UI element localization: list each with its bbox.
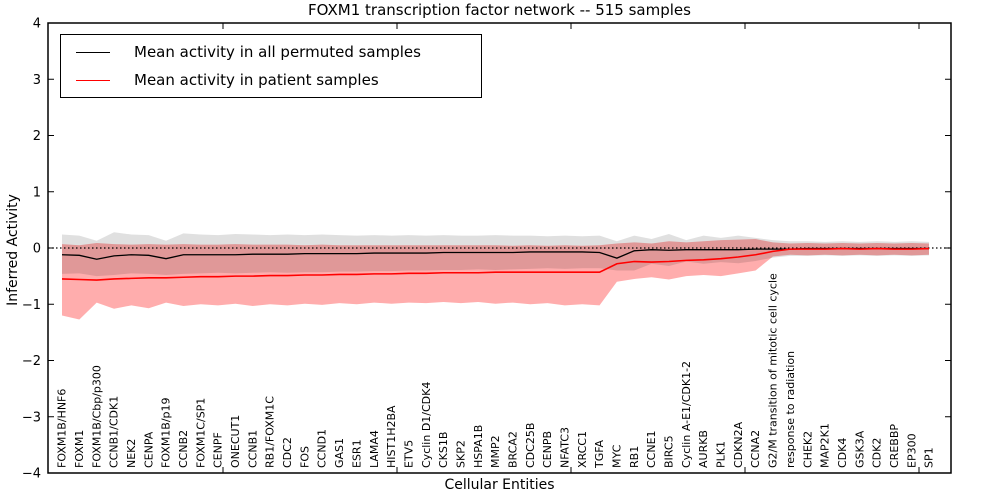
x-tick-label: CCNA2: [749, 430, 762, 468]
x-tick-label: LAMA4: [368, 430, 381, 468]
x-tick-label: FOXM1C/SP1: [194, 398, 207, 468]
x-tick-label: CENPF: [212, 432, 225, 468]
legend: Mean activity in all permuted samples Me…: [60, 34, 482, 98]
x-tick-label: ESR1: [350, 439, 363, 468]
x-tick-label: HSPA1B: [472, 425, 485, 468]
x-tick-label: RB1/FOXM1C: [264, 396, 277, 468]
y-tick-label: −1: [22, 298, 41, 313]
x-tick-label: NFATC3: [558, 427, 571, 468]
x-tick-label: FOXM1: [73, 430, 86, 468]
permuted-range-band: [62, 232, 929, 277]
x-tick-label: FOXM1B/p19: [160, 397, 173, 468]
x-tick-label: Cyclin A-E1/CDK1-2: [680, 361, 693, 468]
x-tick-label: FOXM1B/HNF6: [56, 389, 69, 468]
x-tick-label: CCND1: [316, 429, 329, 468]
patient-mean-line: [61, 247, 930, 281]
y-tick-label: 3: [33, 73, 41, 88]
y-tick-label: −3: [22, 410, 41, 425]
x-tick-label: G2/M transition of mitotic cell cycle: [767, 273, 780, 468]
x-tick-label: CKS1B: [437, 432, 450, 468]
x-tick-label: FOXM1B/Cbp/p300: [90, 365, 103, 468]
patient-line-swatch: [76, 79, 110, 81]
x-tick-label: CENPB: [541, 431, 554, 468]
x-tick-label: CDK4: [836, 438, 849, 468]
x-tick-label: SKP2: [454, 440, 467, 468]
legend-item-patient: Mean activity in patient samples: [61, 67, 481, 93]
x-tick-label: CCNB1/CDK1: [108, 396, 121, 468]
legend-label: Mean activity in all permuted samples: [134, 43, 421, 61]
legend-item-permuted: Mean activity in all permuted samples: [61, 39, 481, 65]
x-tick-label: Cyclin D1/CDK4: [420, 382, 433, 468]
x-tick-label: CDC2: [281, 437, 294, 468]
y-tick-label: 1: [33, 185, 41, 200]
x-tick-label: PLK1: [715, 441, 728, 468]
x-tick-label: BIRC5: [663, 435, 676, 468]
x-tick-label: CENPA: [142, 431, 155, 468]
x-tick-label: CDC25B: [524, 423, 537, 468]
axes-frame: [47, 22, 952, 474]
x-tick-label: MMP2: [489, 435, 502, 468]
x-tick-label: CCNE1: [645, 430, 658, 468]
x-tick-label: CDKN2A: [732, 421, 745, 468]
x-tick-label: CCNB1: [246, 430, 259, 468]
x-tick-label: AURKB: [697, 430, 710, 468]
y-tick-label: −4: [22, 467, 41, 482]
x-tick-label: ONECUT1: [229, 415, 242, 468]
x-tick-label: GAS1: [333, 438, 346, 468]
x-tick-label: HIST1H2BA: [385, 405, 398, 468]
x-axis-title: Cellular Entities: [444, 477, 555, 493]
x-tick-label: MYC: [611, 444, 624, 468]
legend-label: Mean activity in patient samples: [134, 71, 379, 89]
x-tick-label: CREBBP: [888, 424, 901, 468]
x-tick-label: SP1: [923, 447, 936, 468]
x-tick-label: MAP2K1: [819, 423, 832, 468]
x-tick-label: GSK3A: [853, 430, 866, 468]
y-tick-label: 0: [33, 242, 41, 257]
y-tick-label: 2: [33, 129, 41, 144]
x-tick-label: FOS: [298, 446, 311, 468]
chart-title: FOXM1 transcription factor network -- 51…: [308, 1, 691, 19]
x-tick-label: CCNB2: [177, 430, 190, 468]
y-tick-label: −2: [22, 354, 41, 369]
x-tick-label: BRCA2: [506, 431, 519, 468]
x-tick-label: ETV5: [402, 440, 415, 468]
x-tick-label: NEK2: [125, 439, 138, 468]
x-tick-label: CHEK2: [801, 431, 814, 468]
x-tick-label: TGFA: [593, 439, 606, 469]
x-tick-label: response to radiation: [784, 351, 797, 468]
x-tick-label: XRCC1: [576, 431, 589, 468]
x-tick-label: RB1: [628, 446, 641, 468]
x-tick-label: EP300: [905, 433, 918, 468]
y-tick-label: 4: [33, 17, 41, 32]
permuted-line-swatch: [76, 51, 110, 53]
x-tick-label: CDK2: [871, 438, 884, 468]
